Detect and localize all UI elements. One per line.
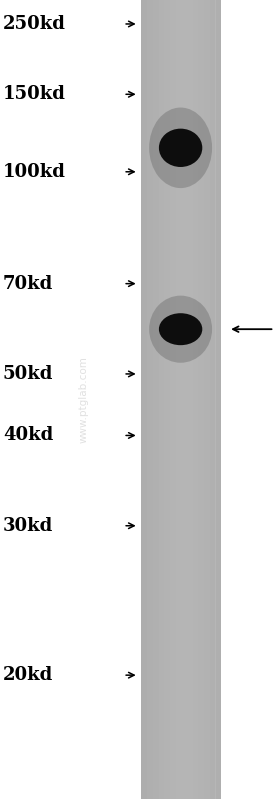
Ellipse shape	[159, 313, 202, 345]
Text: 50kd: 50kd	[3, 365, 53, 383]
Text: 20kd: 20kd	[3, 666, 53, 684]
Bar	[199, 0, 204, 799]
Bar	[187, 0, 193, 799]
Text: 70kd: 70kd	[3, 275, 53, 292]
Text: 30kd: 30kd	[3, 517, 53, 535]
Bar	[181, 0, 187, 799]
Bar	[147, 0, 153, 799]
Ellipse shape	[149, 296, 212, 363]
Text: www.ptglab.com: www.ptglab.com	[79, 356, 89, 443]
Text: 250kd: 250kd	[3, 15, 66, 33]
Bar	[193, 0, 199, 799]
Bar	[204, 0, 210, 799]
Text: 100kd: 100kd	[3, 163, 66, 181]
Bar	[170, 0, 176, 799]
Bar	[210, 0, 216, 799]
Ellipse shape	[149, 108, 212, 188]
Bar	[164, 0, 170, 799]
Bar	[141, 0, 221, 799]
Bar	[158, 0, 164, 799]
Text: 150kd: 150kd	[3, 85, 66, 103]
Text: 40kd: 40kd	[3, 427, 53, 444]
Bar	[216, 0, 221, 799]
Ellipse shape	[159, 129, 202, 167]
Bar	[153, 0, 158, 799]
Bar	[141, 0, 147, 799]
Bar	[176, 0, 181, 799]
